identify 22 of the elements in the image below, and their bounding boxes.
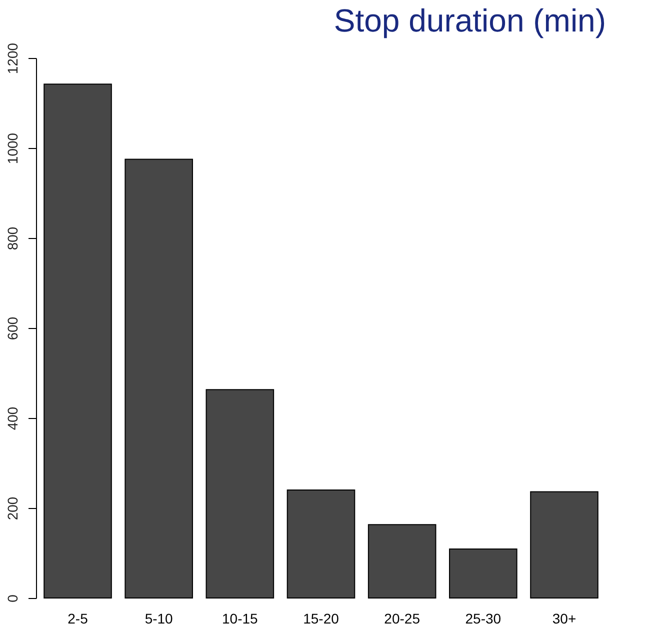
chart-title: Stop duration (min) bbox=[334, 2, 606, 38]
y-tick-label: 0 bbox=[4, 594, 20, 602]
bar bbox=[124, 158, 193, 598]
bar bbox=[286, 490, 356, 598]
y-tick-label: 1000 bbox=[4, 132, 20, 164]
x-tick-label: 5-10 bbox=[144, 610, 174, 626]
y-tick-label: 600 bbox=[4, 316, 20, 340]
x-tick-label: 20-25 bbox=[384, 610, 420, 626]
bar bbox=[530, 491, 598, 598]
x-tick-label: 25-30 bbox=[465, 610, 502, 626]
x-tick-label: 2-5 bbox=[68, 610, 88, 626]
bar bbox=[449, 548, 518, 598]
y-tick-label: 1200 bbox=[4, 42, 20, 74]
bar bbox=[44, 84, 112, 598]
x-tick-label: 10-15 bbox=[222, 610, 258, 626]
x-tick-label: 15-20 bbox=[303, 610, 340, 626]
y-tick-label: 400 bbox=[4, 406, 20, 430]
bar bbox=[206, 389, 274, 598]
y-tick-label: 200 bbox=[4, 496, 20, 520]
y-tick-label: 800 bbox=[4, 226, 20, 250]
bar bbox=[368, 524, 436, 598]
x-tick-label: 30+ bbox=[552, 610, 576, 626]
